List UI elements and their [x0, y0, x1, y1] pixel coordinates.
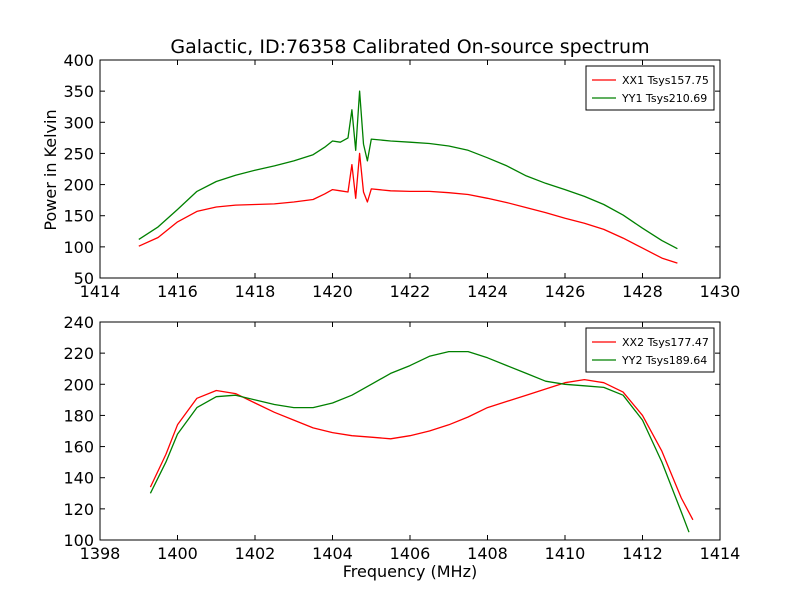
chart-title: Galactic, ID:76358 Calibrated On-source …	[170, 36, 649, 58]
bottom-x-tick-label: 1406	[390, 544, 431, 563]
top-legend: XX1 Tsys157.75 YY1 Tsys210.69	[585, 65, 715, 111]
top-legend-label-2: YY1 Tsys210.69	[621, 92, 707, 105]
top-y-tick-label: 350	[63, 82, 94, 101]
bottom-y-tick-label: 140	[63, 469, 94, 488]
bottom-y-tick-label: 180	[63, 406, 94, 425]
bottom-x-tick-label: 1402	[235, 544, 276, 563]
top-legend-box	[585, 65, 715, 111]
top-y-tick-label: 100	[63, 238, 94, 257]
bottom-ticks: 1398 1400 1402 1404 1406 1408 1410 1412 1414 100 1…	[63, 313, 740, 563]
bottom-y-tick-label: 240	[63, 313, 94, 332]
bottom-x-tick-label: 1400	[157, 544, 198, 563]
bottom-legend-label-1: XX2 Tsys177.47	[622, 336, 709, 349]
bottom-x-tick-label: 1408	[467, 544, 508, 563]
top-x-tick-label: 1420	[312, 282, 353, 301]
bottom-y-tick-label: 200	[63, 375, 94, 394]
bottom-y-tick-label: 220	[63, 344, 94, 363]
top-y-tick-label: 150	[63, 207, 94, 226]
x-axis-label-bottom: Frequency (MHz)	[343, 562, 477, 581]
bottom-series-2-line	[149, 350, 690, 533]
top-legend-label-1: XX1 Tsys157.75	[622, 74, 709, 87]
top-ticks: 1414 1416 1418 1420 1422 1424 1426 1428 1430 50 10…	[63, 51, 740, 301]
top-x-tick-label: 1428	[622, 282, 663, 301]
bottom-y-tick-label: 160	[63, 438, 94, 457]
top-y-tick-label: 250	[63, 144, 94, 163]
top-x-tick-label: 1422	[390, 282, 431, 301]
bottom-legend: XX2 Tsys177.47 YY2 Tsys189.64	[585, 327, 715, 373]
top-x-tick-label: 1416	[157, 282, 198, 301]
bottom-x-tick-label: 1404	[312, 544, 353, 563]
bottom-x-tick-label: 1412	[622, 544, 663, 563]
bottom-x-tick-label: 1410	[545, 544, 586, 563]
top-panel: Galactic, ID:76358 Calibrated On-source …	[41, 36, 740, 301]
bottom-legend-label-2: YY2 Tsys189.64	[621, 354, 707, 367]
top-x-tick-label: 1430	[700, 282, 741, 301]
bottom-x-tick-label: 1398	[80, 544, 121, 563]
bottom-x-tick-label: 1414	[700, 544, 741, 563]
y-axis-label-top: Power in Kelvin	[41, 109, 60, 230]
top-x-tick-label: 1426	[545, 282, 586, 301]
top-x-tick-label: 1414	[80, 282, 121, 301]
top-series-1-line	[138, 152, 678, 264]
bottom-y-tick-label: 120	[63, 500, 94, 519]
top-y-tick-label: 300	[63, 113, 94, 132]
top-x-tick-label: 1418	[235, 282, 276, 301]
top-x-tick-label: 1424	[467, 282, 508, 301]
bottom-series-1-line	[149, 378, 694, 521]
bottom-y-tick-label: 100	[63, 531, 94, 550]
top-series-2-line	[138, 90, 678, 250]
bottom-series-layer	[149, 350, 694, 533]
top-y-tick-label: 400	[63, 51, 94, 70]
bottom-panel: Frequency (MHz) XX2 Tsys177.47 YY2 Tsys18…	[63, 313, 740, 581]
top-y-tick-label: 50	[74, 269, 94, 288]
top-y-tick-label: 200	[63, 176, 94, 195]
bottom-legend-box	[585, 327, 715, 373]
top-series-layer	[138, 90, 678, 264]
